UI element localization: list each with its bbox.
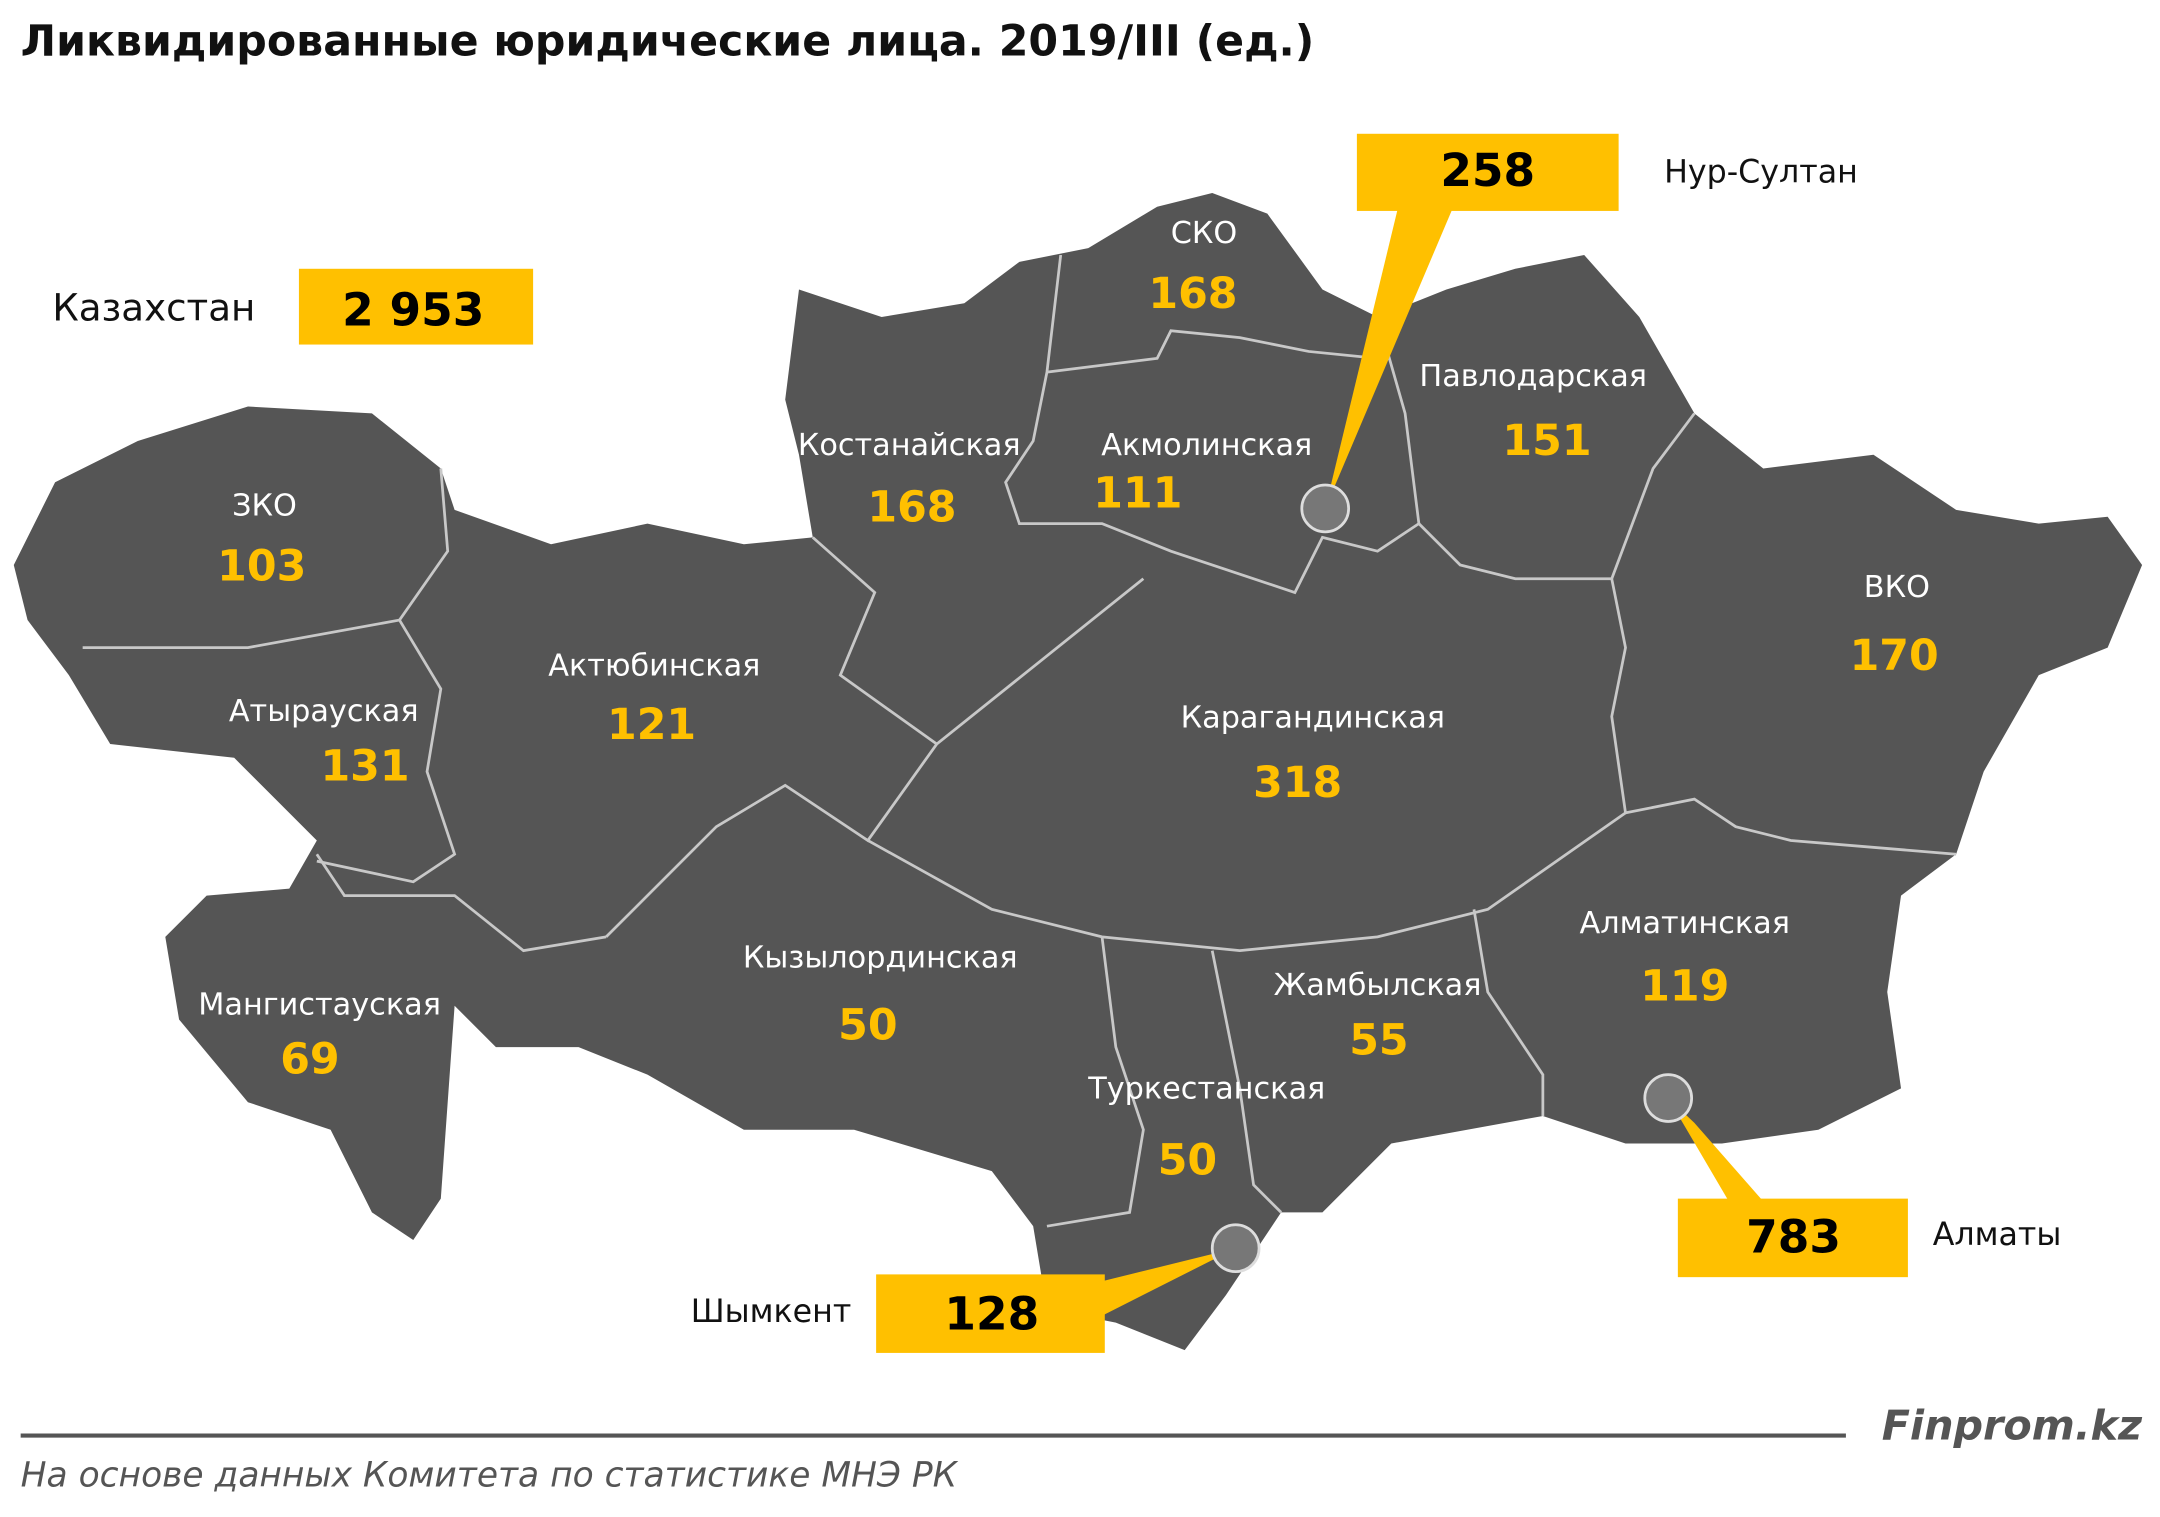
region-value: 170 xyxy=(1850,631,1939,681)
region-name: ВКО xyxy=(1864,570,1930,605)
region-value: 111 xyxy=(1093,469,1182,519)
region-borders xyxy=(82,254,1957,1228)
city-value: 128 xyxy=(944,1288,1039,1341)
region-name: Актюбинская xyxy=(548,648,760,683)
region-value: 119 xyxy=(1640,962,1729,1012)
region-value: 318 xyxy=(1253,758,1342,808)
city-value: 783 xyxy=(1746,1210,1841,1263)
city-name: Нур-Султан xyxy=(1664,155,1858,191)
brand: Finprom.kz xyxy=(1882,1402,2143,1450)
region-value: 131 xyxy=(320,741,409,791)
region-name: СКО xyxy=(1171,216,1238,251)
region-value: 50 xyxy=(838,1000,897,1050)
source: На основе данных Комитета по статистике … xyxy=(21,1455,959,1495)
region-name: Кызылординская xyxy=(743,940,1018,975)
region-name: Атырауская xyxy=(229,694,419,729)
region-name: ЗКО xyxy=(232,489,297,524)
city-value: 258 xyxy=(1440,144,1535,197)
region-name: Жамбылская xyxy=(1274,968,1482,1003)
city-name: Шымкент xyxy=(691,1294,852,1330)
region-value: 168 xyxy=(1148,269,1237,319)
region-value: 168 xyxy=(867,482,956,532)
title: Ликвидированные юридические лица. 2019/I… xyxy=(21,17,1315,67)
region-value: 103 xyxy=(217,542,306,592)
region-value: 151 xyxy=(1502,416,1591,466)
total-box xyxy=(298,268,534,345)
region-name: Павлодарская xyxy=(1419,359,1647,394)
callouts xyxy=(876,133,1908,1353)
region-value: 50 xyxy=(1158,1135,1217,1185)
region-name: Туркестанская xyxy=(1087,1071,1325,1106)
region-name: Акмолинская xyxy=(1101,428,1312,463)
region-value: 69 xyxy=(280,1035,339,1085)
total-label: Казахстан xyxy=(52,286,255,330)
total-value: 2 953 xyxy=(342,283,484,336)
region-name: Алматинская xyxy=(1580,906,1790,941)
region-value: 121 xyxy=(607,700,696,750)
region-name: Мангистауская xyxy=(198,987,441,1022)
country-shape xyxy=(13,193,2143,1351)
region-value: 55 xyxy=(1349,1015,1408,1065)
city-name: Алматы xyxy=(1933,1217,2062,1253)
region-name: Костанайская xyxy=(798,428,1021,463)
region-name: Карагандинская xyxy=(1181,701,1445,736)
